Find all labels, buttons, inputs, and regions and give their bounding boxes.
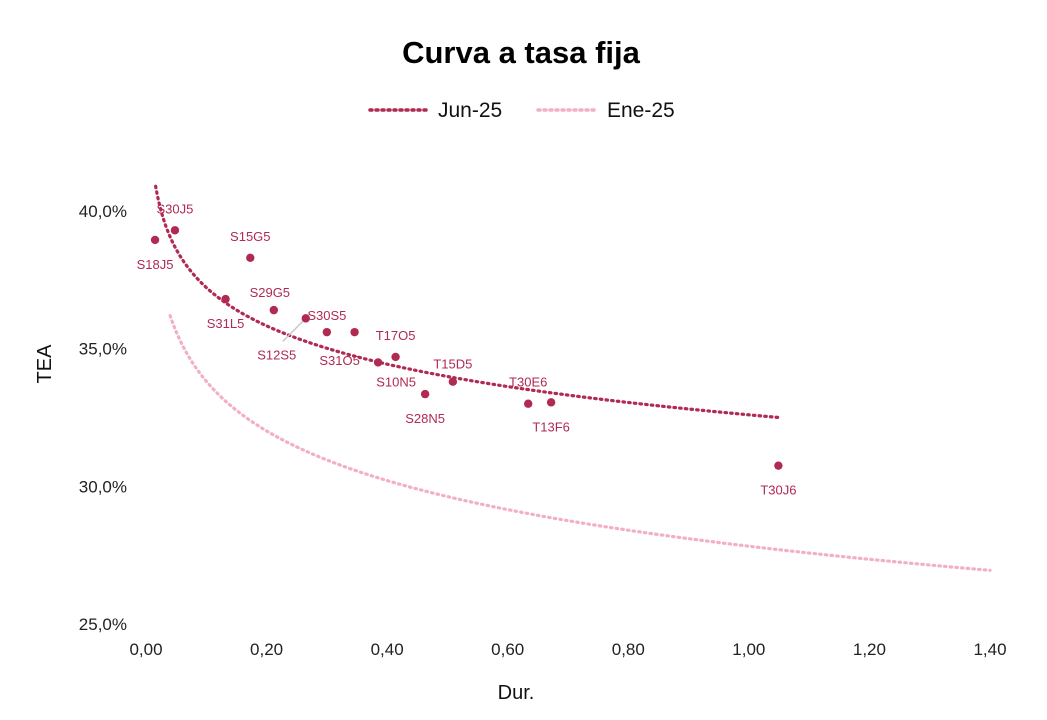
y-tick-label: 35,0% — [79, 340, 127, 359]
trendline-ene-25 — [168, 314, 992, 572]
y-tick-label: 30,0% — [79, 477, 127, 496]
x-axis-label: Dur. — [498, 682, 535, 704]
data-label-t30j6: T30J6 — [760, 483, 796, 498]
data-point-t13f6 — [546, 398, 556, 407]
x-tick-label: 0,80 — [612, 640, 645, 659]
data-label-s15g5: S15G5 — [230, 229, 270, 244]
x-tick-label: 1,40 — [973, 640, 1006, 659]
data-point-s28n5 — [420, 389, 430, 399]
data-point-s30j5 — [170, 226, 180, 235]
data-point-t15d5 — [448, 377, 458, 386]
data-point-s30s5 — [322, 327, 332, 337]
data-points — [150, 226, 783, 470]
legend: Jun-25 Ene-25 — [368, 99, 675, 122]
data-point-s15g5 — [246, 253, 255, 263]
x-tick-label: 0,20 — [250, 640, 283, 659]
data-label-s30s5: S30S5 — [307, 308, 346, 323]
data-point-labels: S18J5 S30J5 S31L5 S15G5 S29G5 S12S5 S30S5 S31O5… — [137, 201, 797, 497]
data-point-s18j5 — [150, 235, 160, 245]
x-tick-label: 1,20 — [853, 640, 886, 659]
data-point-s29g5 — [269, 305, 279, 315]
x-tick-label: 0,40 — [371, 640, 404, 659]
data-label-t30e6: T30E6 — [509, 375, 547, 390]
data-point-s31o5 — [350, 327, 359, 337]
data-label-s29g5: S29G5 — [250, 285, 290, 300]
legend-label-jun-25: Jun-25 — [438, 99, 502, 122]
data-point-s12s5 — [301, 314, 310, 323]
data-label-s10n5: S10N5 — [376, 374, 416, 389]
data-label-s30j5: S30J5 — [156, 201, 193, 216]
data-label-s31o5: S31O5 — [319, 353, 359, 368]
data-point-s10n5 — [373, 358, 383, 367]
y-tick-label: 25,0% — [79, 615, 127, 634]
data-label-s28n5: S28N5 — [405, 411, 445, 426]
data-label-t17o5: T17O5 — [376, 328, 416, 343]
data-point-s31l5 — [221, 294, 230, 304]
data-label-t15d5: T15D5 — [433, 357, 472, 372]
data-label-s12s5: S12S5 — [257, 347, 296, 362]
trendlines — [154, 184, 992, 572]
data-label-t13f6: T13F6 — [532, 419, 570, 434]
x-tick-label: 1,00 — [732, 640, 765, 659]
x-axis-ticks: 0,00 0,20 0,40 0,60 0,80 1,00 1,20 1,40 — [129, 640, 1006, 659]
leader-lines — [282, 320, 304, 342]
legend-label-ene-25: Ene-25 — [607, 99, 675, 122]
x-tick-label: 0,60 — [491, 640, 524, 659]
data-point-t30e6 — [524, 399, 533, 408]
x-tick-label: 0,00 — [129, 640, 162, 659]
y-tick-label: 40,0% — [79, 202, 127, 221]
y-axis-ticks: 25,0% 30,0% 35,0% 40,0% — [79, 202, 127, 634]
data-label-s31l5: S31L5 — [207, 316, 245, 331]
data-label-s18j5: S18J5 — [137, 257, 174, 272]
chart-title: Curva a tasa fija — [402, 35, 641, 70]
y-axis-label: TEA — [34, 344, 56, 384]
data-point-t17o5 — [391, 352, 400, 362]
data-point-t30j6 — [774, 461, 783, 470]
leader-line-s12s5 — [282, 320, 304, 342]
trendline-jun-25 — [154, 184, 781, 420]
